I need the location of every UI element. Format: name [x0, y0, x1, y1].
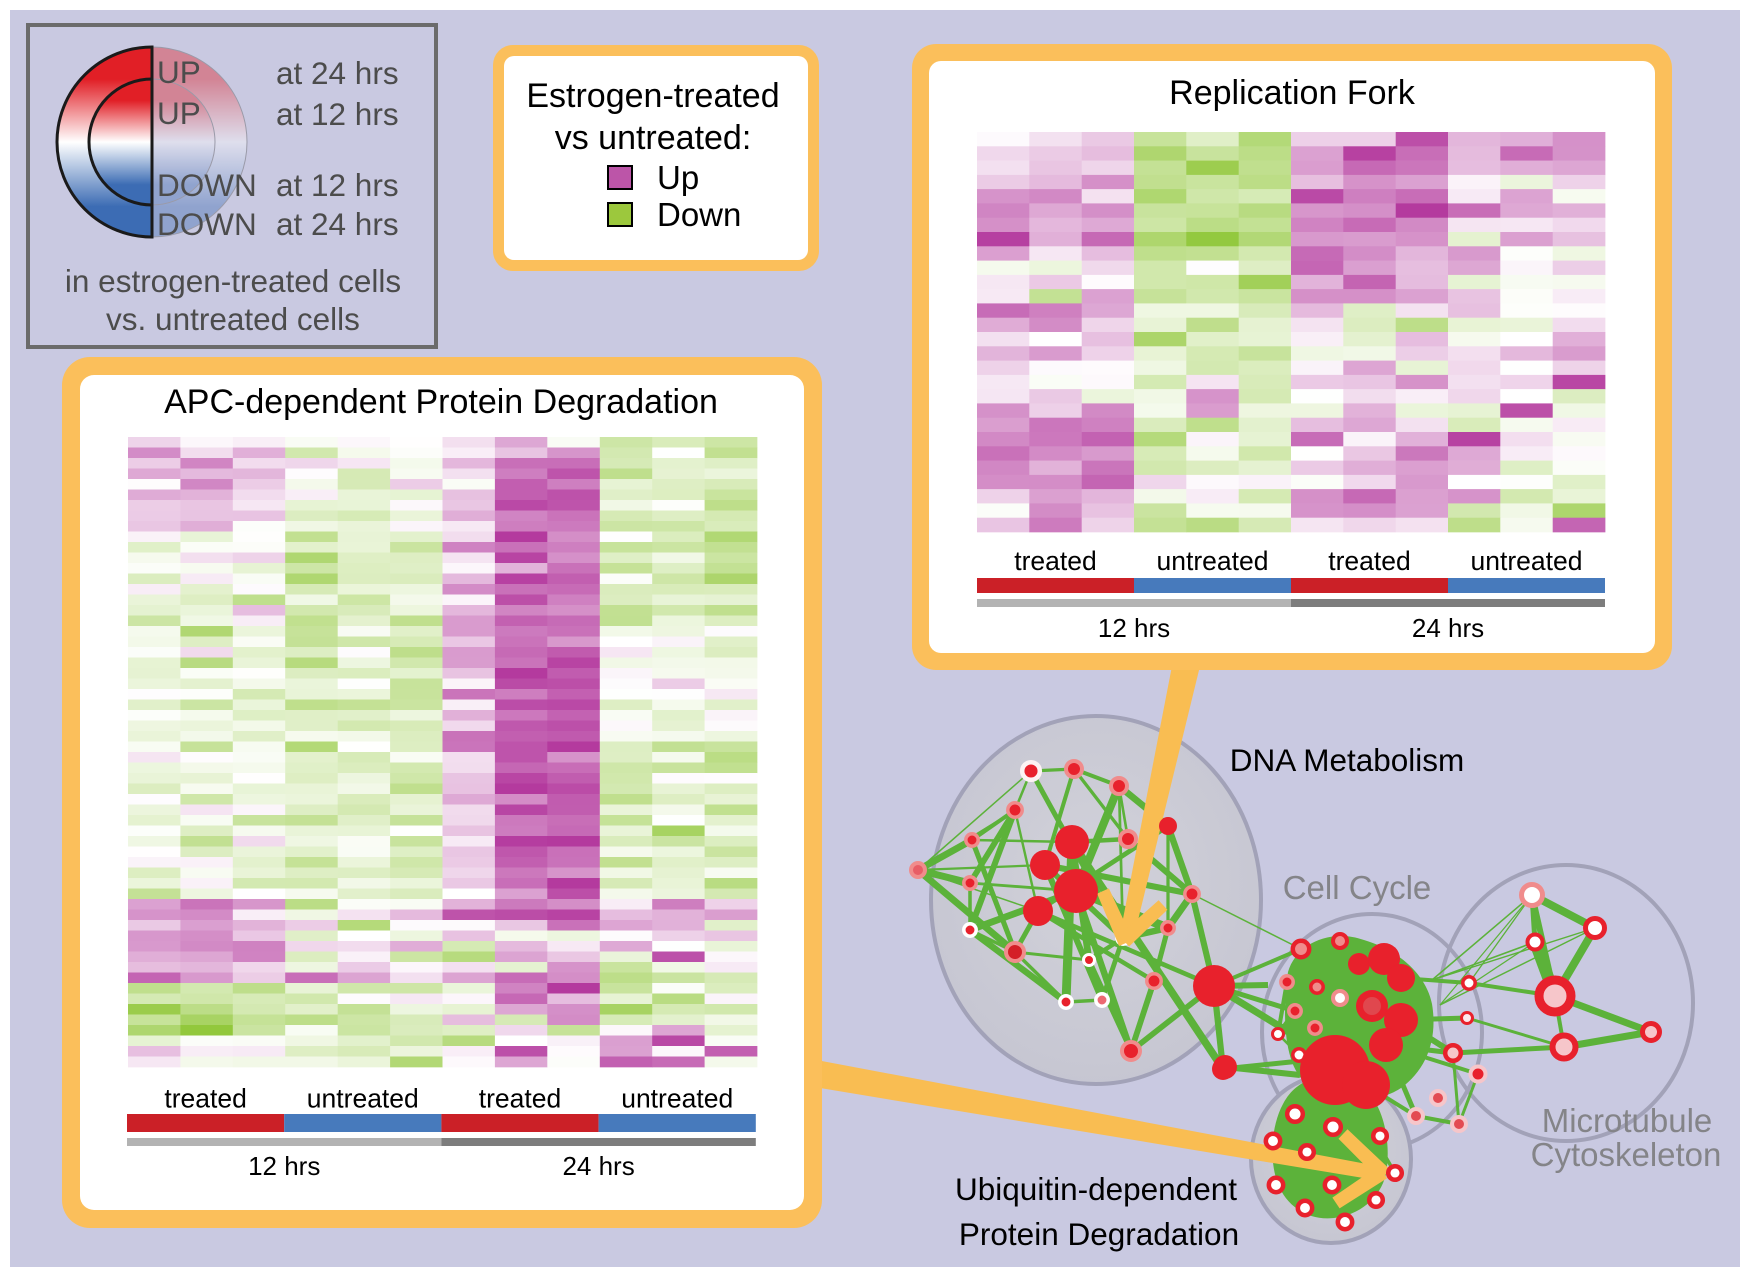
svg-text:Up: Up [657, 159, 699, 196]
svg-text:treated: treated [164, 1084, 247, 1114]
svg-text:Protein Degradation: Protein Degradation [959, 1216, 1239, 1252]
svg-text:24 hrs: 24 hrs [1412, 613, 1484, 643]
svg-text:Down: Down [657, 196, 741, 233]
svg-text:DOWN: DOWN [157, 206, 257, 242]
svg-text:treated: treated [479, 1084, 562, 1114]
svg-text:Cytoskeleton: Cytoskeleton [1531, 1136, 1722, 1173]
svg-text:at 24 hrs: at 24 hrs [276, 206, 399, 242]
svg-text:at 24 hrs: at 24 hrs [276, 55, 399, 91]
svg-text:vs untreated:: vs untreated: [555, 119, 752, 157]
svg-text:DNA Metabolism: DNA Metabolism [1230, 742, 1465, 778]
svg-text:UP: UP [157, 95, 201, 131]
svg-text:treated: treated [1014, 546, 1097, 576]
svg-text:12 hrs: 12 hrs [1098, 613, 1170, 643]
svg-text:APC-dependent Protein Degradat: APC-dependent Protein Degradation [164, 383, 718, 421]
svg-text:DOWN: DOWN [157, 167, 257, 203]
svg-text:untreated: untreated [307, 1084, 419, 1114]
svg-text:treated: treated [1328, 546, 1411, 576]
svg-text:24 hrs: 24 hrs [562, 1151, 634, 1181]
svg-text:Cell Cycle: Cell Cycle [1283, 869, 1432, 906]
svg-text:Estrogen-treated: Estrogen-treated [526, 77, 779, 115]
svg-text:untreated: untreated [1157, 546, 1269, 576]
svg-text:at 12 hrs: at 12 hrs [276, 96, 399, 132]
svg-text:untreated: untreated [621, 1084, 733, 1114]
svg-text:vs. untreated cells: vs. untreated cells [106, 301, 360, 337]
svg-text:untreated: untreated [1471, 546, 1583, 576]
svg-text:Ubiquitin-dependent: Ubiquitin-dependent [955, 1171, 1237, 1207]
svg-text:Microtubule: Microtubule [1542, 1102, 1713, 1139]
svg-text:Replication Fork: Replication Fork [1169, 74, 1416, 112]
svg-text:at 12 hrs: at 12 hrs [276, 167, 399, 203]
svg-text:UP: UP [157, 54, 201, 90]
svg-text:12 hrs: 12 hrs [248, 1151, 320, 1181]
svg-text:in estrogen-treated cells: in estrogen-treated cells [65, 263, 401, 299]
